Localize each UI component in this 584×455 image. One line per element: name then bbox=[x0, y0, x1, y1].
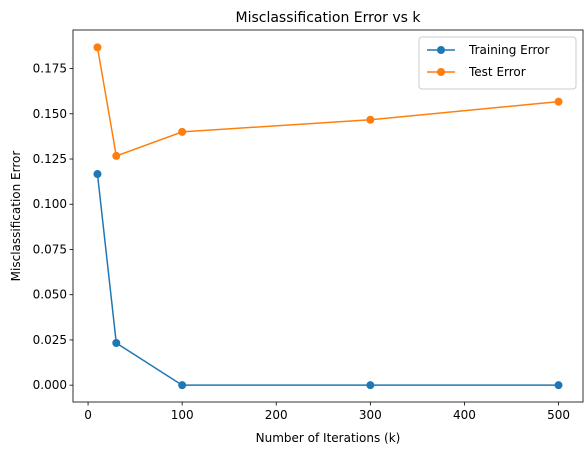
data-point bbox=[112, 339, 121, 348]
data-point bbox=[178, 127, 187, 136]
legend-marker bbox=[437, 46, 445, 54]
y-tick-label: 0.150 bbox=[33, 107, 67, 121]
data-point bbox=[554, 97, 563, 106]
x-tick-label: 200 bbox=[265, 408, 288, 422]
x-tick-label: 400 bbox=[453, 408, 476, 422]
legend-label: Training Error bbox=[468, 43, 549, 57]
x-tick-label: 300 bbox=[359, 408, 382, 422]
data-point bbox=[112, 151, 121, 160]
y-tick-label: 0.125 bbox=[33, 152, 67, 166]
chart-title: Misclassification Error vs k bbox=[236, 10, 422, 26]
data-point bbox=[366, 381, 375, 390]
legend: Training Error Test Error bbox=[418, 36, 577, 90]
plot-frame bbox=[72, 29, 584, 403]
y-tick-label: 0.000 bbox=[33, 378, 67, 392]
y-axis-label: Misclassification Error bbox=[9, 151, 23, 282]
data-point bbox=[178, 381, 187, 390]
y-tick-label: 0.175 bbox=[33, 62, 67, 76]
legend-marker bbox=[437, 68, 445, 76]
plot-area: 0 100 200 300 400 500 0.000 0.025 0.050 0.075 0.10… bbox=[33, 29, 584, 422]
y-tick-label: 0.075 bbox=[33, 242, 67, 256]
series-line-0 bbox=[96, 173, 559, 386]
x-tick-label: 0 bbox=[84, 408, 92, 422]
data-point bbox=[366, 115, 375, 124]
data-point bbox=[93, 43, 102, 52]
y-tick-label: 0.025 bbox=[33, 333, 67, 347]
x-tick-label: 500 bbox=[547, 408, 570, 422]
y-tick-label: 0.100 bbox=[33, 197, 67, 211]
legend-box bbox=[418, 36, 577, 90]
y-tick-label: 0.050 bbox=[33, 288, 67, 302]
x-tick-label: 100 bbox=[171, 408, 194, 422]
x-axis-label: Number of Iterations (k) bbox=[256, 431, 401, 445]
data-point bbox=[93, 170, 102, 179]
data-point bbox=[554, 381, 563, 390]
legend-label: Test Error bbox=[468, 65, 526, 79]
